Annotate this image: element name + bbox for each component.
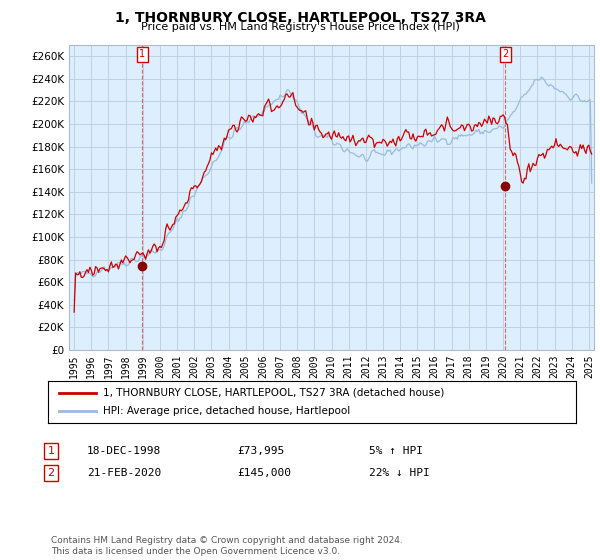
Text: 1: 1: [139, 49, 145, 59]
Text: 2: 2: [502, 49, 508, 59]
Text: 1, THORNBURY CLOSE, HARTLEPOOL, TS27 3RA (detached house): 1, THORNBURY CLOSE, HARTLEPOOL, TS27 3RA…: [103, 388, 445, 398]
Text: Price paid vs. HM Land Registry's House Price Index (HPI): Price paid vs. HM Land Registry's House …: [140, 22, 460, 32]
Text: 1, THORNBURY CLOSE, HARTLEPOOL, TS27 3RA: 1, THORNBURY CLOSE, HARTLEPOOL, TS27 3RA: [115, 11, 485, 25]
Text: 1: 1: [47, 446, 55, 456]
Text: 2: 2: [47, 468, 55, 478]
Text: 5% ↑ HPI: 5% ↑ HPI: [369, 446, 423, 456]
Text: £145,000: £145,000: [237, 468, 291, 478]
Text: 18-DEC-1998: 18-DEC-1998: [87, 446, 161, 456]
Text: Contains HM Land Registry data © Crown copyright and database right 2024.
This d: Contains HM Land Registry data © Crown c…: [51, 536, 403, 556]
Text: HPI: Average price, detached house, Hartlepool: HPI: Average price, detached house, Hart…: [103, 406, 350, 416]
Text: £73,995: £73,995: [237, 446, 284, 456]
Text: 21-FEB-2020: 21-FEB-2020: [87, 468, 161, 478]
Text: 22% ↓ HPI: 22% ↓ HPI: [369, 468, 430, 478]
